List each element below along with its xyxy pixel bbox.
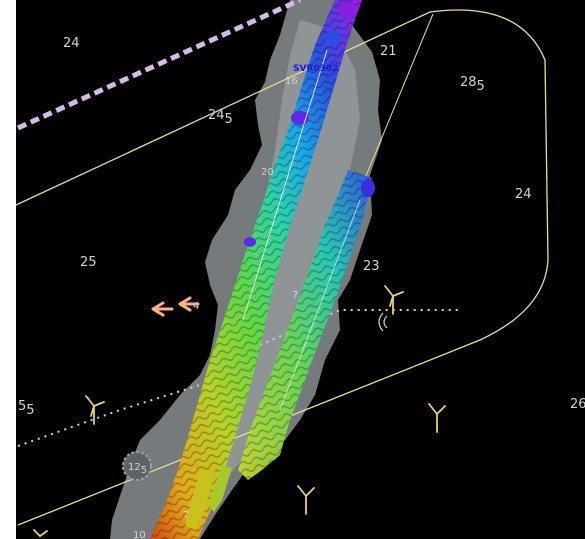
wind-turbine-icon [297, 485, 315, 515]
depth-sounding: 26 [570, 397, 585, 412]
depth-sounding: 7 [183, 510, 189, 521]
depth-sounding: 125 [128, 462, 147, 476]
depth-sounding: 55 [18, 399, 35, 418]
fog-signal-icon [378, 312, 388, 332]
bathymetry-swath [150, 0, 375, 539]
depth-sounding: 245 [208, 108, 233, 127]
ferry-route-line [16, 0, 302, 131]
depth-sounding: 10 [133, 530, 146, 539]
wind-turbine-icon [428, 403, 446, 433]
survey-boundary [15, 9, 549, 526]
wind-turbine-icon [384, 285, 404, 315]
wind-turbine-icon [33, 529, 48, 537]
wind-turbine-icon [85, 395, 105, 425]
viewport-left-border [0, 0, 16, 539]
depth-sounding: 16 [285, 76, 298, 87]
vessel-label[interactable]: SVR0302 [293, 64, 338, 74]
depth-contour-marker [122, 451, 152, 481]
orange-double-arrow-icon [151, 296, 200, 317]
depth-sounding: 23 [363, 259, 380, 274]
depth-sounding: 24 [515, 187, 532, 202]
depth-sounding: 24 [63, 36, 80, 51]
depth-sounding: 20 [261, 167, 274, 178]
depth-sounding: 4 [193, 301, 199, 312]
depth-sounding: 7 [292, 290, 298, 301]
depth-sounding: 285 [460, 75, 485, 94]
depth-sounding: 21 [380, 44, 397, 59]
depth-sounding: 25 [80, 255, 97, 270]
